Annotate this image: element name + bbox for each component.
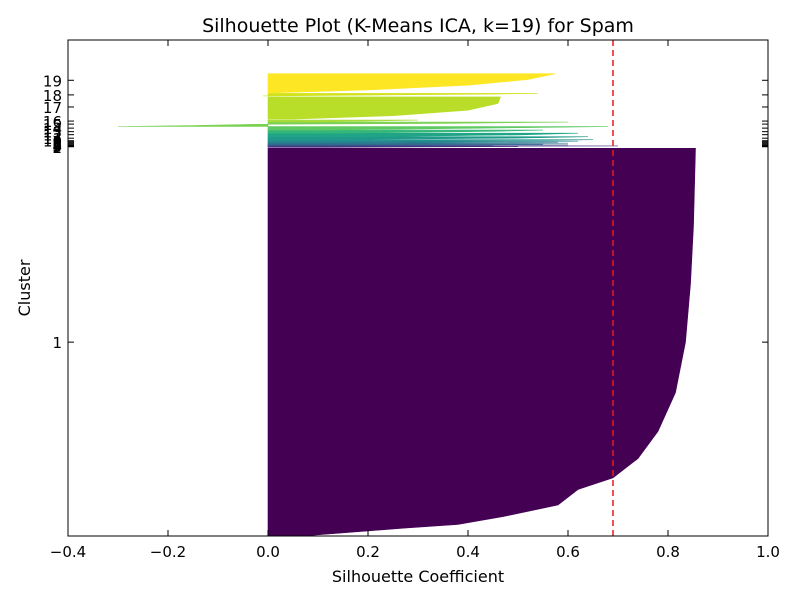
y-axis-label: Cluster: [15, 259, 34, 316]
y-tick-label-cluster-2: 2: [52, 139, 62, 157]
y-tick-label-cluster-11: 11: [43, 130, 62, 148]
silhouette-cluster-11: [267, 136, 589, 140]
x-tick-label: 1.0: [756, 543, 780, 561]
silhouette-cluster-7: [267, 142, 569, 145]
x-tick-label: 0.6: [556, 543, 580, 561]
y-tick-label-cluster-3: 3: [52, 138, 62, 156]
silhouette-cluster-12: [267, 132, 579, 137]
silhouette-cluster-9: [267, 140, 579, 143]
y-tick-label-cluster-15: 15: [43, 116, 62, 134]
chart-title: Silhouette Plot (K-Means ICA, k=19) for …: [202, 15, 634, 37]
y-tick-label-cluster-4: 4: [52, 138, 62, 156]
y-tick-label-cluster-10: 10: [43, 133, 62, 151]
y-tick-label-cluster-1: 1: [52, 334, 62, 352]
plot-area: [117, 73, 696, 537]
silhouette-cluster-8: [267, 141, 559, 144]
y-tick-label-cluster-16: 16: [43, 113, 62, 131]
x-tick-label: −0.4: [50, 543, 86, 561]
y-tick-label-cluster-12: 12: [43, 127, 62, 145]
silhouette-cluster-16: [267, 119, 419, 123]
y-tick-label-cluster-13: 13: [43, 124, 62, 142]
silhouette-cluster-13: [267, 129, 544, 134]
y-tick-label-cluster-7: 7: [52, 136, 62, 154]
y-tick-label-cluster-8: 8: [52, 135, 62, 153]
x-tick-label: 0.8: [656, 543, 680, 561]
y-tick-label-cluster-17: 17: [43, 99, 62, 117]
silhouette-cluster-1: [267, 148, 696, 537]
x-axis-label: Silhouette Coefficient: [332, 567, 504, 586]
x-tick-label: 0.4: [456, 543, 480, 561]
silhouette-cluster-10: [267, 139, 594, 142]
x-tick-label: −0.2: [150, 543, 186, 561]
silhouette-cluster-15: [117, 121, 569, 127]
y-tick-label-cluster-5: 5: [52, 137, 62, 155]
silhouette-cluster-19: [267, 73, 556, 94]
x-tick-label: 0.0: [256, 543, 280, 561]
y-tick-label-cluster-19: 19: [43, 72, 62, 90]
y-tick-label-cluster-6: 6: [52, 137, 62, 155]
x-axis-ticks: −0.4 −0.2 0.0 0.2 0.4 0.6 0.8 1.0: [50, 40, 780, 561]
silhouette-cluster-14: [267, 126, 609, 131]
y-tick-label-cluster-9: 9: [52, 134, 62, 152]
y-tick-label-cluster-18: 18: [43, 87, 62, 105]
plot-frame: [67, 39, 769, 537]
y-tick-label-cluster-14: 14: [43, 120, 62, 138]
silhouette-cluster-17: [267, 96, 501, 120]
silhouette-cluster-18: [262, 93, 539, 97]
x-tick-label: 0.2: [356, 543, 380, 561]
